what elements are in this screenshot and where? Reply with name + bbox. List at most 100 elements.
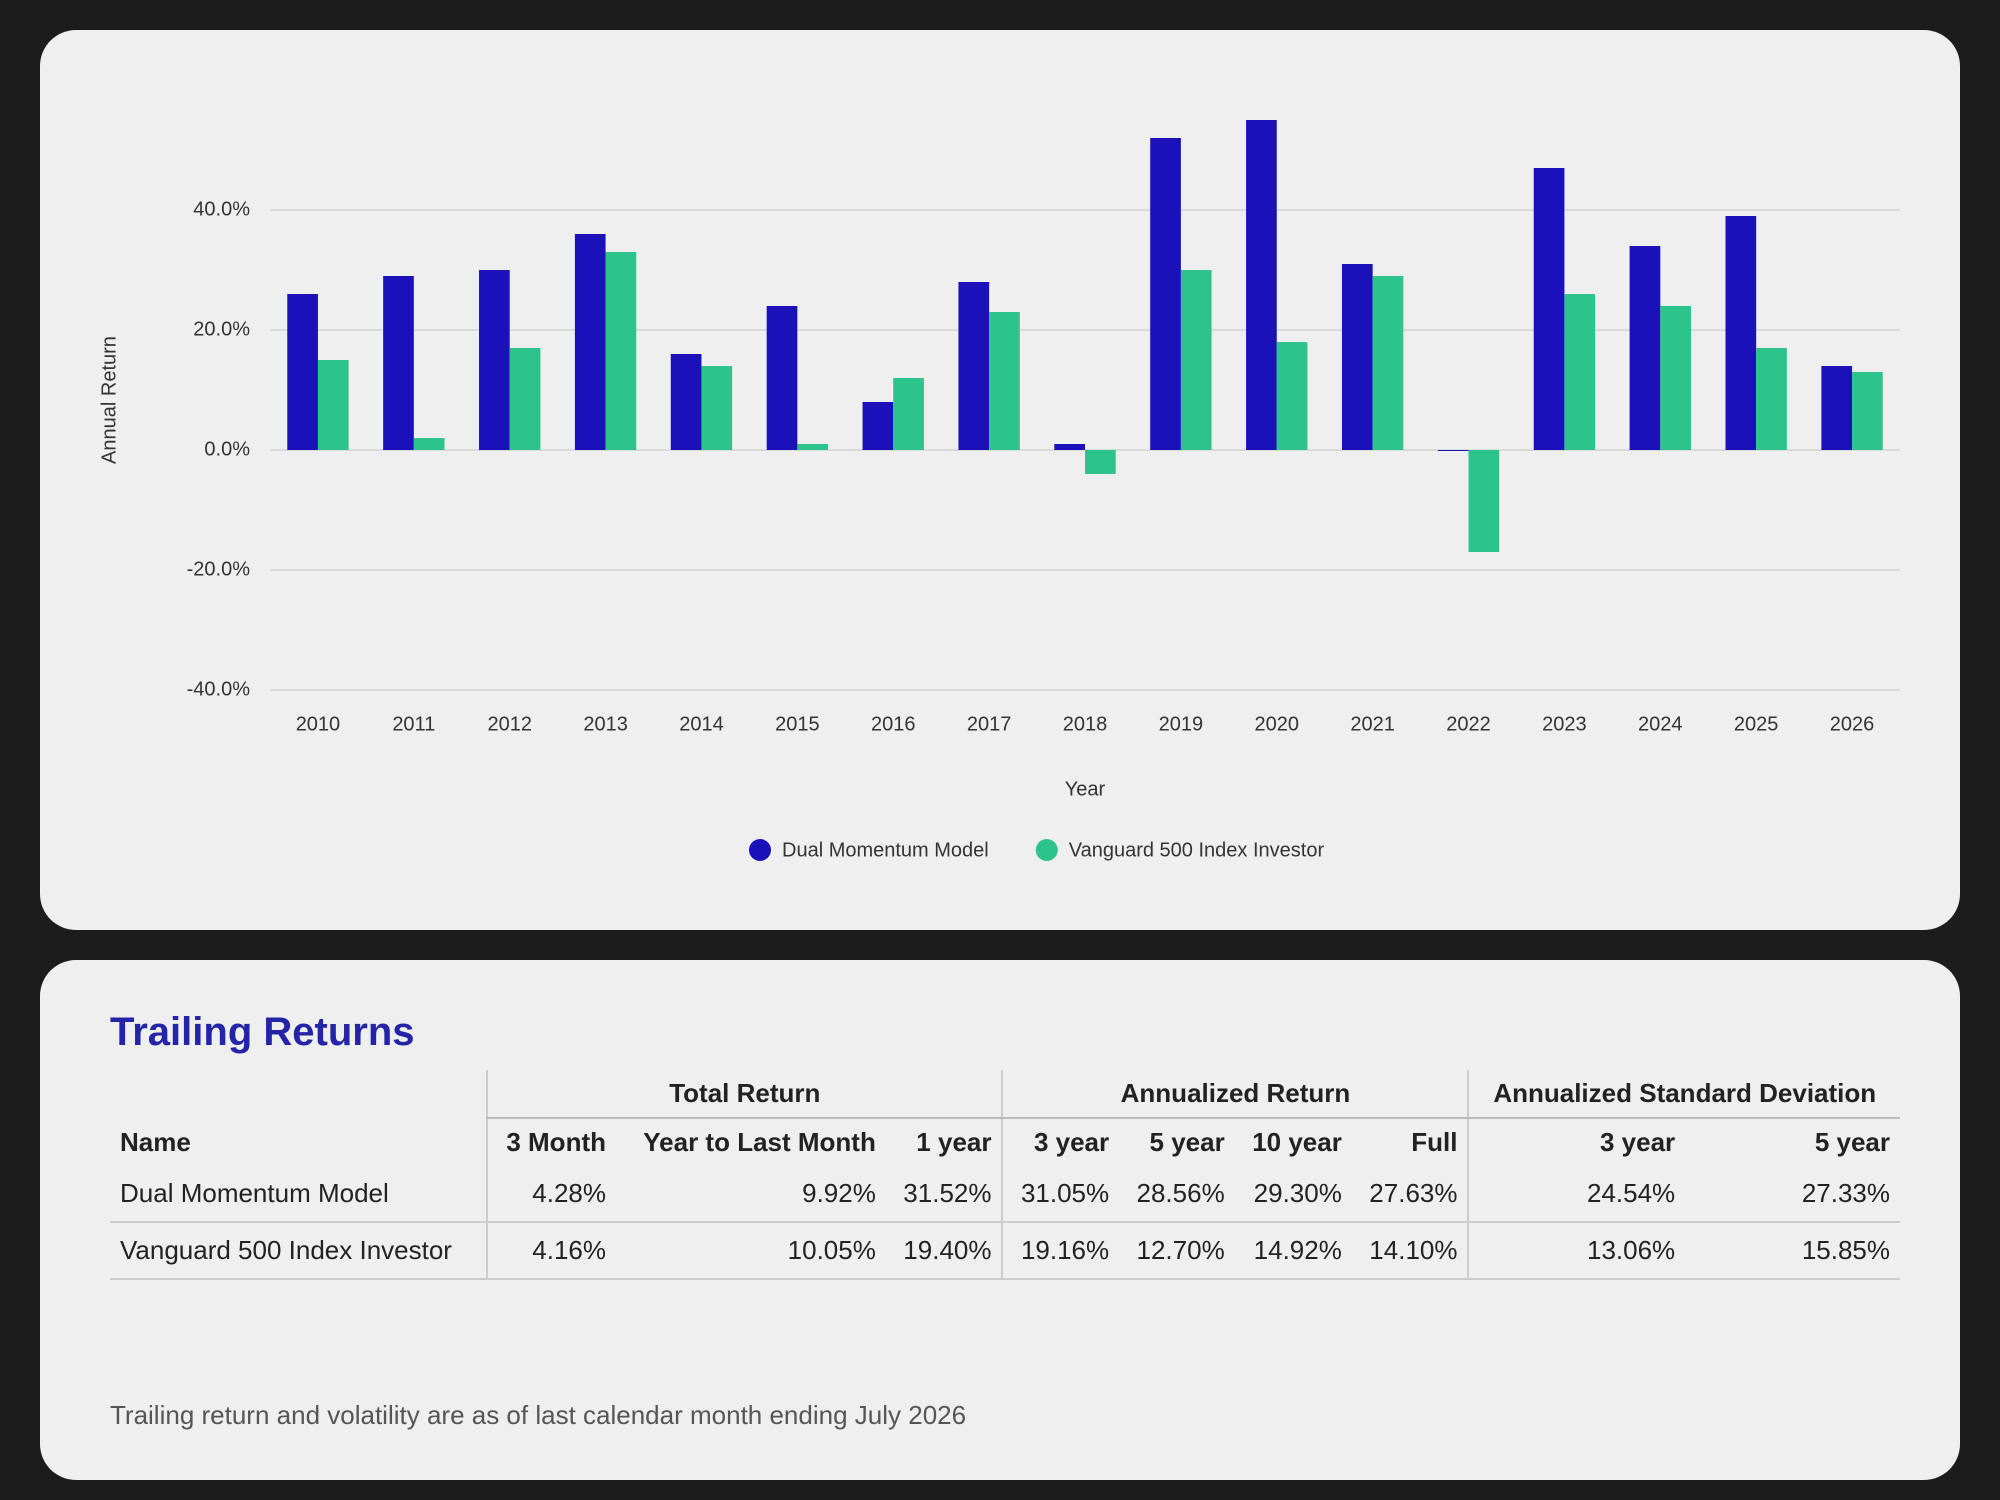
x-tick-label: 2014 bbox=[679, 713, 724, 735]
group-header: Annualized Standard Deviation bbox=[1467, 1070, 1900, 1119]
x-tick-label: 2012 bbox=[487, 713, 532, 735]
bar bbox=[1468, 450, 1500, 552]
cell: 31.52% bbox=[885, 1166, 1003, 1223]
cell: 14.92% bbox=[1234, 1222, 1352, 1280]
bar bbox=[893, 378, 924, 450]
x-tick-label: 2020 bbox=[1255, 713, 1300, 735]
row-name: Dual Momentum Model bbox=[110, 1166, 488, 1223]
bar bbox=[1756, 348, 1787, 450]
bar bbox=[509, 348, 541, 450]
column-header: 10 year bbox=[1252, 1127, 1342, 1157]
cell: 29.30% bbox=[1234, 1166, 1352, 1223]
cell: 13.06% bbox=[1467, 1222, 1686, 1280]
legend-marker bbox=[1035, 839, 1058, 861]
y-tick-label: -40.0% bbox=[187, 678, 251, 700]
cell: 15.85% bbox=[1685, 1222, 1900, 1280]
bar bbox=[1150, 138, 1181, 450]
bar bbox=[1180, 270, 1212, 450]
header-row: Total Return Annualized Return Annualized … bbox=[110, 1070, 1900, 1119]
x-tick-label: 2011 bbox=[392, 713, 435, 735]
bar bbox=[701, 366, 733, 450]
cell: 27.63% bbox=[1351, 1166, 1469, 1223]
bar bbox=[1246, 120, 1277, 450]
x-tick-label: 2025 bbox=[1734, 713, 1779, 735]
bar bbox=[1725, 216, 1757, 450]
column-header: 3 year bbox=[1467, 1118, 1686, 1166]
table-note: Trailing return and volatility are as of… bbox=[110, 1400, 967, 1430]
bar bbox=[766, 306, 798, 450]
column-header: 5 year bbox=[1149, 1127, 1225, 1157]
bar bbox=[1660, 306, 1691, 450]
cell: 27.33% bbox=[1685, 1166, 1900, 1223]
x-tick-label: 2016 bbox=[871, 713, 916, 735]
data-row: Vanguard 500 Index Investor 4.16% 10.05% 19… bbox=[110, 1222, 1900, 1280]
group-header: Total Return bbox=[486, 1070, 1003, 1119]
bar bbox=[989, 312, 1020, 450]
x-tick-label: 2022 bbox=[1446, 713, 1491, 735]
y-tick-label: 0.0% bbox=[204, 438, 250, 460]
x-tick-label: 2018 bbox=[1063, 713, 1108, 735]
legend-label: Dual Momentum Model bbox=[782, 839, 989, 861]
cell: 19.40% bbox=[885, 1222, 1003, 1280]
legend-marker bbox=[749, 839, 771, 861]
bar bbox=[1852, 372, 1883, 450]
bar bbox=[1629, 246, 1661, 450]
column-header: 3 year bbox=[1001, 1118, 1120, 1166]
y-tick-label: 20.0% bbox=[193, 318, 250, 340]
chart-card: Year Annual Return -40.0% -20.0% 0.0% 20.0%… bbox=[40, 30, 1960, 930]
x-tick-label: 2024 bbox=[1638, 713, 1683, 735]
bar bbox=[1085, 450, 1116, 474]
table-card: Trailing Returns Total Return Annualized … bbox=[40, 960, 1960, 1480]
legend-label: Vanguard 500 Index Investor bbox=[1069, 839, 1325, 861]
bar bbox=[1276, 342, 1308, 450]
column-header: Year to Last Month bbox=[643, 1127, 876, 1157]
x-axis-title: Year bbox=[1065, 778, 1106, 800]
cell: 19.16% bbox=[1001, 1222, 1120, 1280]
cell: 14.10% bbox=[1351, 1222, 1469, 1280]
bar bbox=[1533, 168, 1565, 450]
cell: 28.56% bbox=[1119, 1166, 1235, 1223]
bar bbox=[958, 282, 990, 450]
chart: Year Annual Return -40.0% -20.0% 0.0% 20.0%… bbox=[98, 120, 1900, 861]
name-header: Name bbox=[120, 1126, 191, 1157]
y-tick-label: 40.0% bbox=[193, 198, 250, 220]
group-header: Annualized Return bbox=[1001, 1070, 1469, 1119]
x-tick-label: 2017 bbox=[967, 713, 1012, 735]
bar bbox=[1437, 450, 1469, 451]
data-row: Dual Momentum Model 4.28% 9.92% 31.52% 31.05… bbox=[110, 1166, 1900, 1223]
cell: 10.05% bbox=[616, 1222, 886, 1280]
x-tick-label: 2019 bbox=[1159, 713, 1204, 735]
x-tick-label: 2010 bbox=[296, 713, 341, 735]
y-tick-label: -20.0% bbox=[187, 558, 251, 580]
bar bbox=[862, 402, 894, 450]
bar bbox=[605, 252, 637, 450]
bar bbox=[1372, 276, 1404, 450]
column-header: 1 year bbox=[916, 1127, 992, 1157]
cell: 31.05% bbox=[1001, 1166, 1120, 1223]
bar bbox=[574, 234, 606, 450]
bar bbox=[287, 294, 318, 450]
bar bbox=[479, 270, 510, 450]
cell: 12.70% bbox=[1119, 1222, 1235, 1280]
bar bbox=[413, 438, 445, 450]
bar bbox=[1564, 294, 1596, 450]
column-header: Full bbox=[1411, 1127, 1458, 1157]
cell: 24.54% bbox=[1467, 1166, 1686, 1223]
bar bbox=[383, 276, 414, 450]
bar bbox=[1341, 264, 1373, 450]
row-name: Vanguard 500 Index Investor bbox=[110, 1222, 488, 1280]
cell: 4.16% bbox=[486, 1222, 616, 1280]
cell: 4.28% bbox=[486, 1166, 616, 1223]
x-tick-label: 2021 bbox=[1350, 713, 1395, 735]
x-tick-label: 2026 bbox=[1830, 713, 1875, 735]
y-axis-title: Annual Return bbox=[98, 336, 120, 464]
returns-table: Total Return Annualized Return Annualized … bbox=[110, 1070, 1900, 1280]
table-title: Trailing Returns bbox=[110, 1010, 415, 1054]
x-tick-label: 2013 bbox=[583, 713, 628, 735]
bar bbox=[797, 444, 829, 450]
column-header: 3 Month bbox=[486, 1118, 616, 1166]
header-cell bbox=[110, 1070, 487, 1118]
cell: 9.92% bbox=[616, 1166, 886, 1223]
x-tick-label: 2015 bbox=[775, 713, 820, 735]
